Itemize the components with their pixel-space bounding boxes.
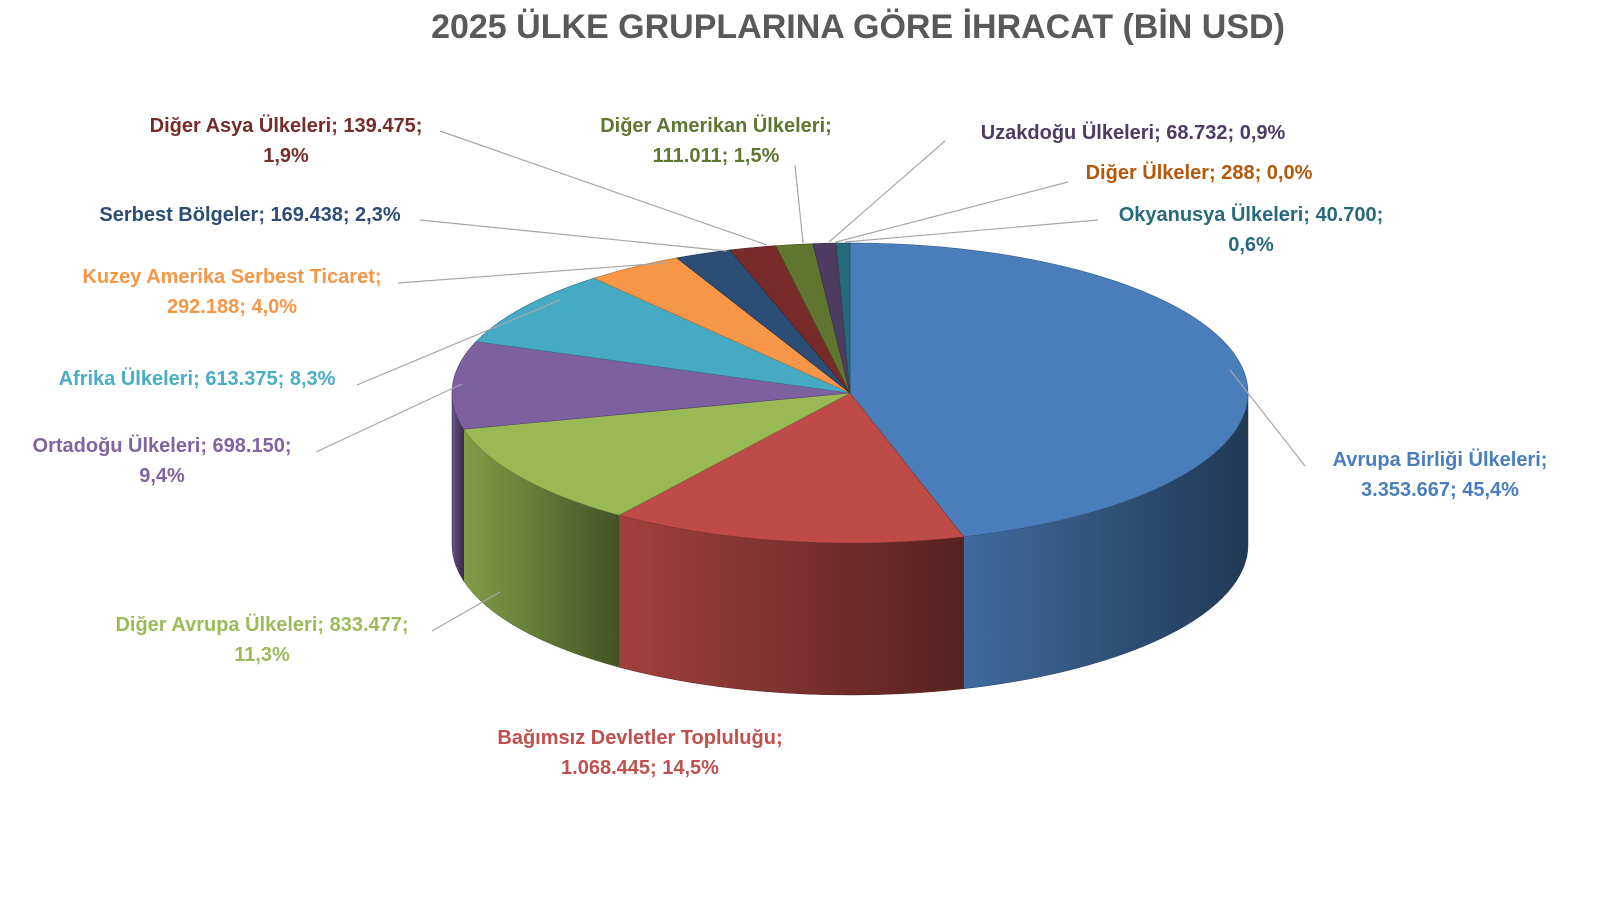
data-label-di-er-avrupa-lkeleri: Diğer Avrupa Ülkeleri; 833.477; 11,3% (115, 610, 408, 670)
chart-title: 2025 ÜLKE GRUPLARINA GÖRE İHRACAT (BİN U… (431, 8, 1285, 46)
leader-line-okyanusya-lkeleri (844, 219, 1099, 243)
leader-line-di-er-asya-lkeleri (439, 130, 768, 246)
data-label-line-1: Bağımsız Devletler Topluluğu; (497, 727, 783, 749)
pie-slice-di-er-avrupa-lkeleri (463, 392, 851, 516)
data-label-line-1: Kuzey Amerika Serbest Ticaret; (82, 266, 382, 288)
data-label-line-1: Afrika Ülkeleri; 613.375; 8,3% (58, 368, 336, 390)
data-label-afrika-lkeleri: Afrika Ülkeleri; 613.375; 8,3% (59, 364, 336, 394)
data-label-uzakdo-u-lkeleri: Uzakdoğu Ülkeleri; 68.732; 0,9% (981, 118, 1286, 148)
data-label-kuzey-amerika-serbest-ticaret: Kuzey Amerika Serbest Ticaret; 292.188; 4… (82, 262, 381, 322)
leader-line-di-er-avrupa-lkeleri (431, 591, 501, 632)
data-label-ortado-u-lkeleri: Ortadoğu Ülkeleri; 698.150; 9,4% (33, 431, 292, 491)
leader-line-afrika-lkeleri (356, 299, 561, 386)
data-label-line-2: 1,9% (263, 145, 309, 167)
pie-slice-afrika-lkeleri (475, 277, 851, 394)
leader-line-ortado-u-lkeleri (315, 383, 463, 453)
leader-line-uzakdo-u-lkeleri (828, 140, 946, 243)
data-label-ba-ms-z-devletler-toplulu-u: Bağımsız Devletler Topluluğu; 1.068.445; … (497, 723, 782, 783)
pie-slice-avrupa-birli-i-lkeleri (849, 242, 1249, 538)
pie-slice-ba-ms-z-devletler-toplulu-u (618, 392, 965, 544)
data-label-line-1: Diğer Avrupa Ülkeleri; 833.477; (115, 614, 409, 636)
data-label-line-2: 3.353.667; 45,4% (1361, 479, 1519, 501)
data-label-line-1: Okyanusya Ülkeleri; 40.700; (1118, 204, 1384, 226)
leader-line-avrupa-birli-i-lkeleri (1229, 369, 1306, 467)
leader-line-serbest-b-lgeler (419, 219, 728, 252)
data-label-line-1: Avrupa Birliği Ülkeleri; (1332, 449, 1548, 471)
data-label-avrupa-birli-i-lkeleri: Avrupa Birliği Ülkeleri; 3.353.667; 45,4% (1333, 445, 1548, 505)
data-label-line-2: 111.011; 1,5% (652, 145, 780, 167)
data-label-line-2: 292.188; 4,0% (166, 296, 298, 318)
data-label-line-1: Serbest Bölgeler; 169.438; 2,3% (99, 204, 401, 226)
data-label-di-er-lkeler: Diğer Ülkeler; 288; 0,0% (1086, 158, 1313, 188)
leader-line-di-er-amerikan-lkeleri (794, 164, 804, 244)
data-label-di-er-asya-lkeleri: Diğer Asya Ülkeleri; 139.475; 1,9% (150, 111, 423, 171)
data-label-line-1: Ortadoğu Ülkeleri; 698.150; (32, 435, 292, 457)
data-label-serbest-b-lgeler: Serbest Bölgeler; 169.438; 2,3% (99, 200, 400, 230)
data-label-line-1: Diğer Ülkeler; 288; 0,0% (1085, 162, 1313, 184)
data-label-line-2: 1.068.445; 14,5% (561, 757, 719, 779)
leader-line-di-er-lkeler (835, 181, 1069, 243)
data-label-line-2: 9,4% (139, 465, 185, 487)
pie-side-ba-ms-z-devletler-toplulu-u (618, 514, 964, 696)
data-label-line-2: 11,3% (234, 644, 290, 666)
data-label-okyanusya-lkeleri: Okyanusya Ülkeleri; 40.700; 0,6% (1119, 200, 1384, 260)
data-label-line-1: Diğer Amerikan Ülkeleri; (600, 115, 832, 137)
data-label-line-1: Uzakdoğu Ülkeleri; 68.732; 0,9% (980, 122, 1286, 144)
pie-slice-okyanusya-lkeleri (835, 242, 851, 394)
data-label-line-2: 0,6% (1228, 234, 1274, 256)
pie-slice-ortado-u-lkeleri (451, 341, 851, 430)
data-label-di-er-amerikan-lkeleri: Diğer Amerikan Ülkeleri; 111.011; 1,5% (600, 111, 832, 171)
leader-line-kuzey-amerika-serbest-ticaret (397, 262, 666, 284)
data-label-line-1: Diğer Asya Ülkeleri; 139.475; (149, 115, 423, 137)
